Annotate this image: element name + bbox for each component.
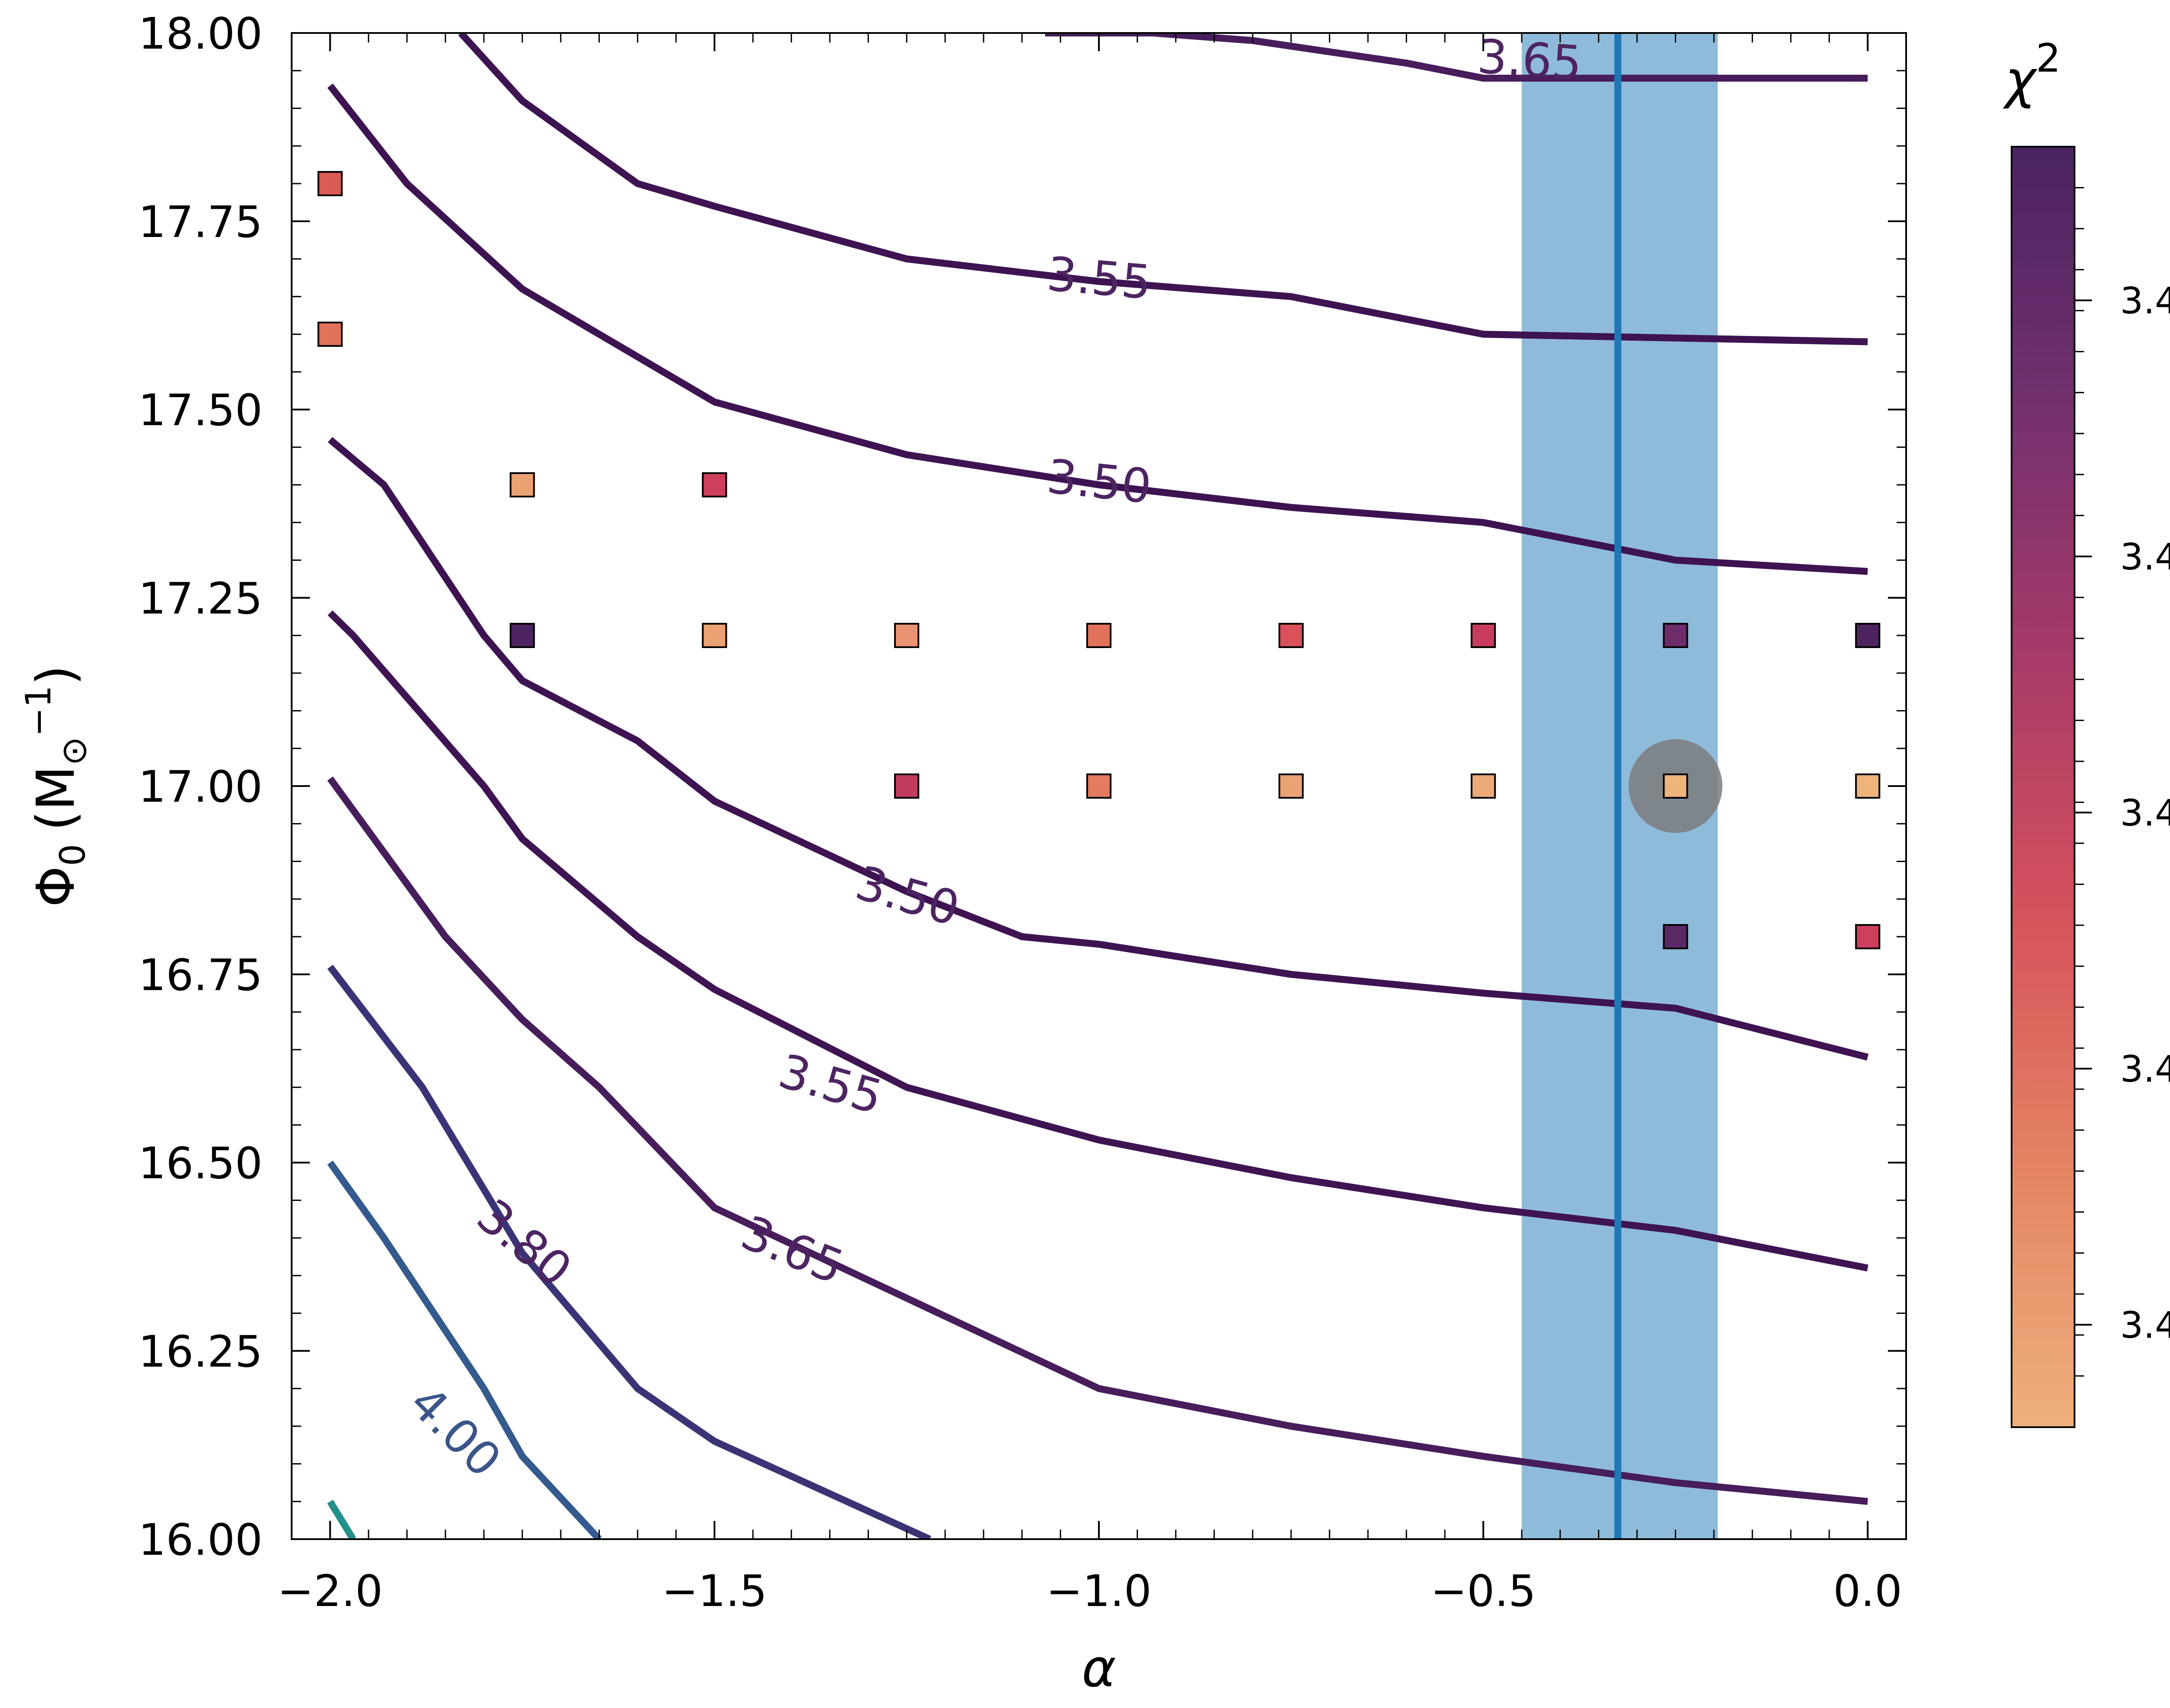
y-tick-label: 16.75: [138, 950, 263, 1000]
scatter-point-14: [1278, 773, 1304, 799]
scatter-point-11: [1855, 623, 1881, 648]
y-tick-label: 17.50: [138, 385, 263, 436]
colorbar-title-symbol: χ: [2002, 50, 2038, 110]
contour-line-6: [327, 964, 931, 1539]
contour-label-4: 3.55: [773, 1044, 888, 1125]
contour-label-0: 3.65: [1476, 30, 1584, 91]
x-axis-title: α: [1082, 1639, 1116, 1699]
contour-line-4: [327, 610, 1868, 1272]
scatter-point-3: [702, 472, 727, 497]
x-tick-label: 0.0: [1833, 1566, 1902, 1616]
y-axis-label: Φ0 (M⊙−1): [18, 665, 94, 907]
y-axis-symbol-sub: 0: [53, 844, 93, 866]
contour-line-7: [327, 1160, 602, 1539]
scatter-point-1: [317, 322, 343, 347]
x-tick-label: −0.5: [1430, 1566, 1536, 1616]
y-tick-label: 18.00: [138, 8, 263, 59]
scatter-point-10: [1663, 623, 1688, 648]
contour-label-2: 3.50: [1045, 450, 1154, 514]
contour-line-2: [327, 83, 1868, 575]
scatter-point-16: [1663, 773, 1688, 799]
scatter-point-17: [1855, 773, 1881, 799]
contour-line-3: [328, 437, 1869, 1061]
x-tick-label: −2.0: [277, 1566, 383, 1616]
scatter-point-18: [1663, 924, 1688, 949]
x-tick-label: −1.5: [662, 1566, 767, 1616]
scatter-point-2: [510, 472, 535, 497]
y-axis-symbol: Φ: [26, 866, 86, 907]
colorbar-tick-label: 3.48: [2120, 1304, 2170, 1346]
x-axis-label: α: [1082, 1639, 1116, 1699]
contour-label-6: 3.80: [467, 1189, 582, 1297]
scatter-point-4: [510, 623, 535, 648]
y-tick-label: 17.75: [138, 197, 263, 247]
y-tick-label: 16.50: [138, 1138, 263, 1189]
x-tick-label: −1.0: [1046, 1566, 1152, 1616]
contour-label-7: 4.00: [399, 1376, 511, 1488]
scatter-point-12: [894, 773, 920, 799]
colorbar-tick-label: 3.49: [2120, 536, 2170, 578]
colorbar: χ2 3.49 3.49 3.48 3.48 3.48: [2002, 36, 2170, 1428]
contour-line-0: [1045, 33, 1868, 82]
y-axis-unit-sub: ⊙: [54, 737, 94, 766]
scatter-point-0: [317, 171, 343, 196]
y-axis-unit: (M: [26, 766, 86, 831]
scatter-point-5: [702, 623, 727, 648]
plot-area: 3.65 3.55 3.50 3.50 3.55 3.65 3.80 4.00 −2.0 −1.…: [138, 8, 1907, 1616]
scatter-point-7: [1086, 623, 1111, 648]
scatter-point-15: [1470, 773, 1496, 799]
scatter-point-13: [1086, 773, 1111, 799]
colorbar-tick-label: 3.48: [2120, 1048, 2170, 1090]
colorbar-title-sup: 2: [2036, 36, 2061, 81]
contour-line-1: [458, 33, 1868, 346]
contour-line-5: [327, 776, 1868, 1505]
contour-line-8: [327, 1500, 356, 1539]
y-tick-label: 17.00: [138, 761, 263, 812]
scatter-point-9: [1470, 623, 1496, 648]
colorbar-tick-label: 3.48: [2120, 792, 2170, 834]
svg-text:Φ0(M⊙−1): Φ0 (M⊙−1): [18, 665, 94, 907]
scatter-point-19: [1855, 924, 1881, 949]
colorbar-tick-label: 3.49: [2120, 280, 2170, 322]
y-tick-label: 16.25: [138, 1326, 263, 1377]
scatter-point-8: [1278, 623, 1304, 648]
contour-label-3: 3.50: [850, 856, 965, 937]
colorbar-gradient: [2011, 146, 2075, 1428]
y-tick-label: 17.25: [138, 573, 263, 624]
contour-label-1: 3.55: [1045, 247, 1153, 310]
colorbar-title: χ2: [2002, 36, 2061, 110]
y-axis-unit-sup: −1: [18, 685, 59, 737]
y-axis-close: ): [26, 665, 86, 685]
y-tick-label: 16.00: [138, 1514, 263, 1565]
scatter-point-6: [894, 623, 920, 648]
contour-label-5: 3.65: [734, 1205, 851, 1295]
